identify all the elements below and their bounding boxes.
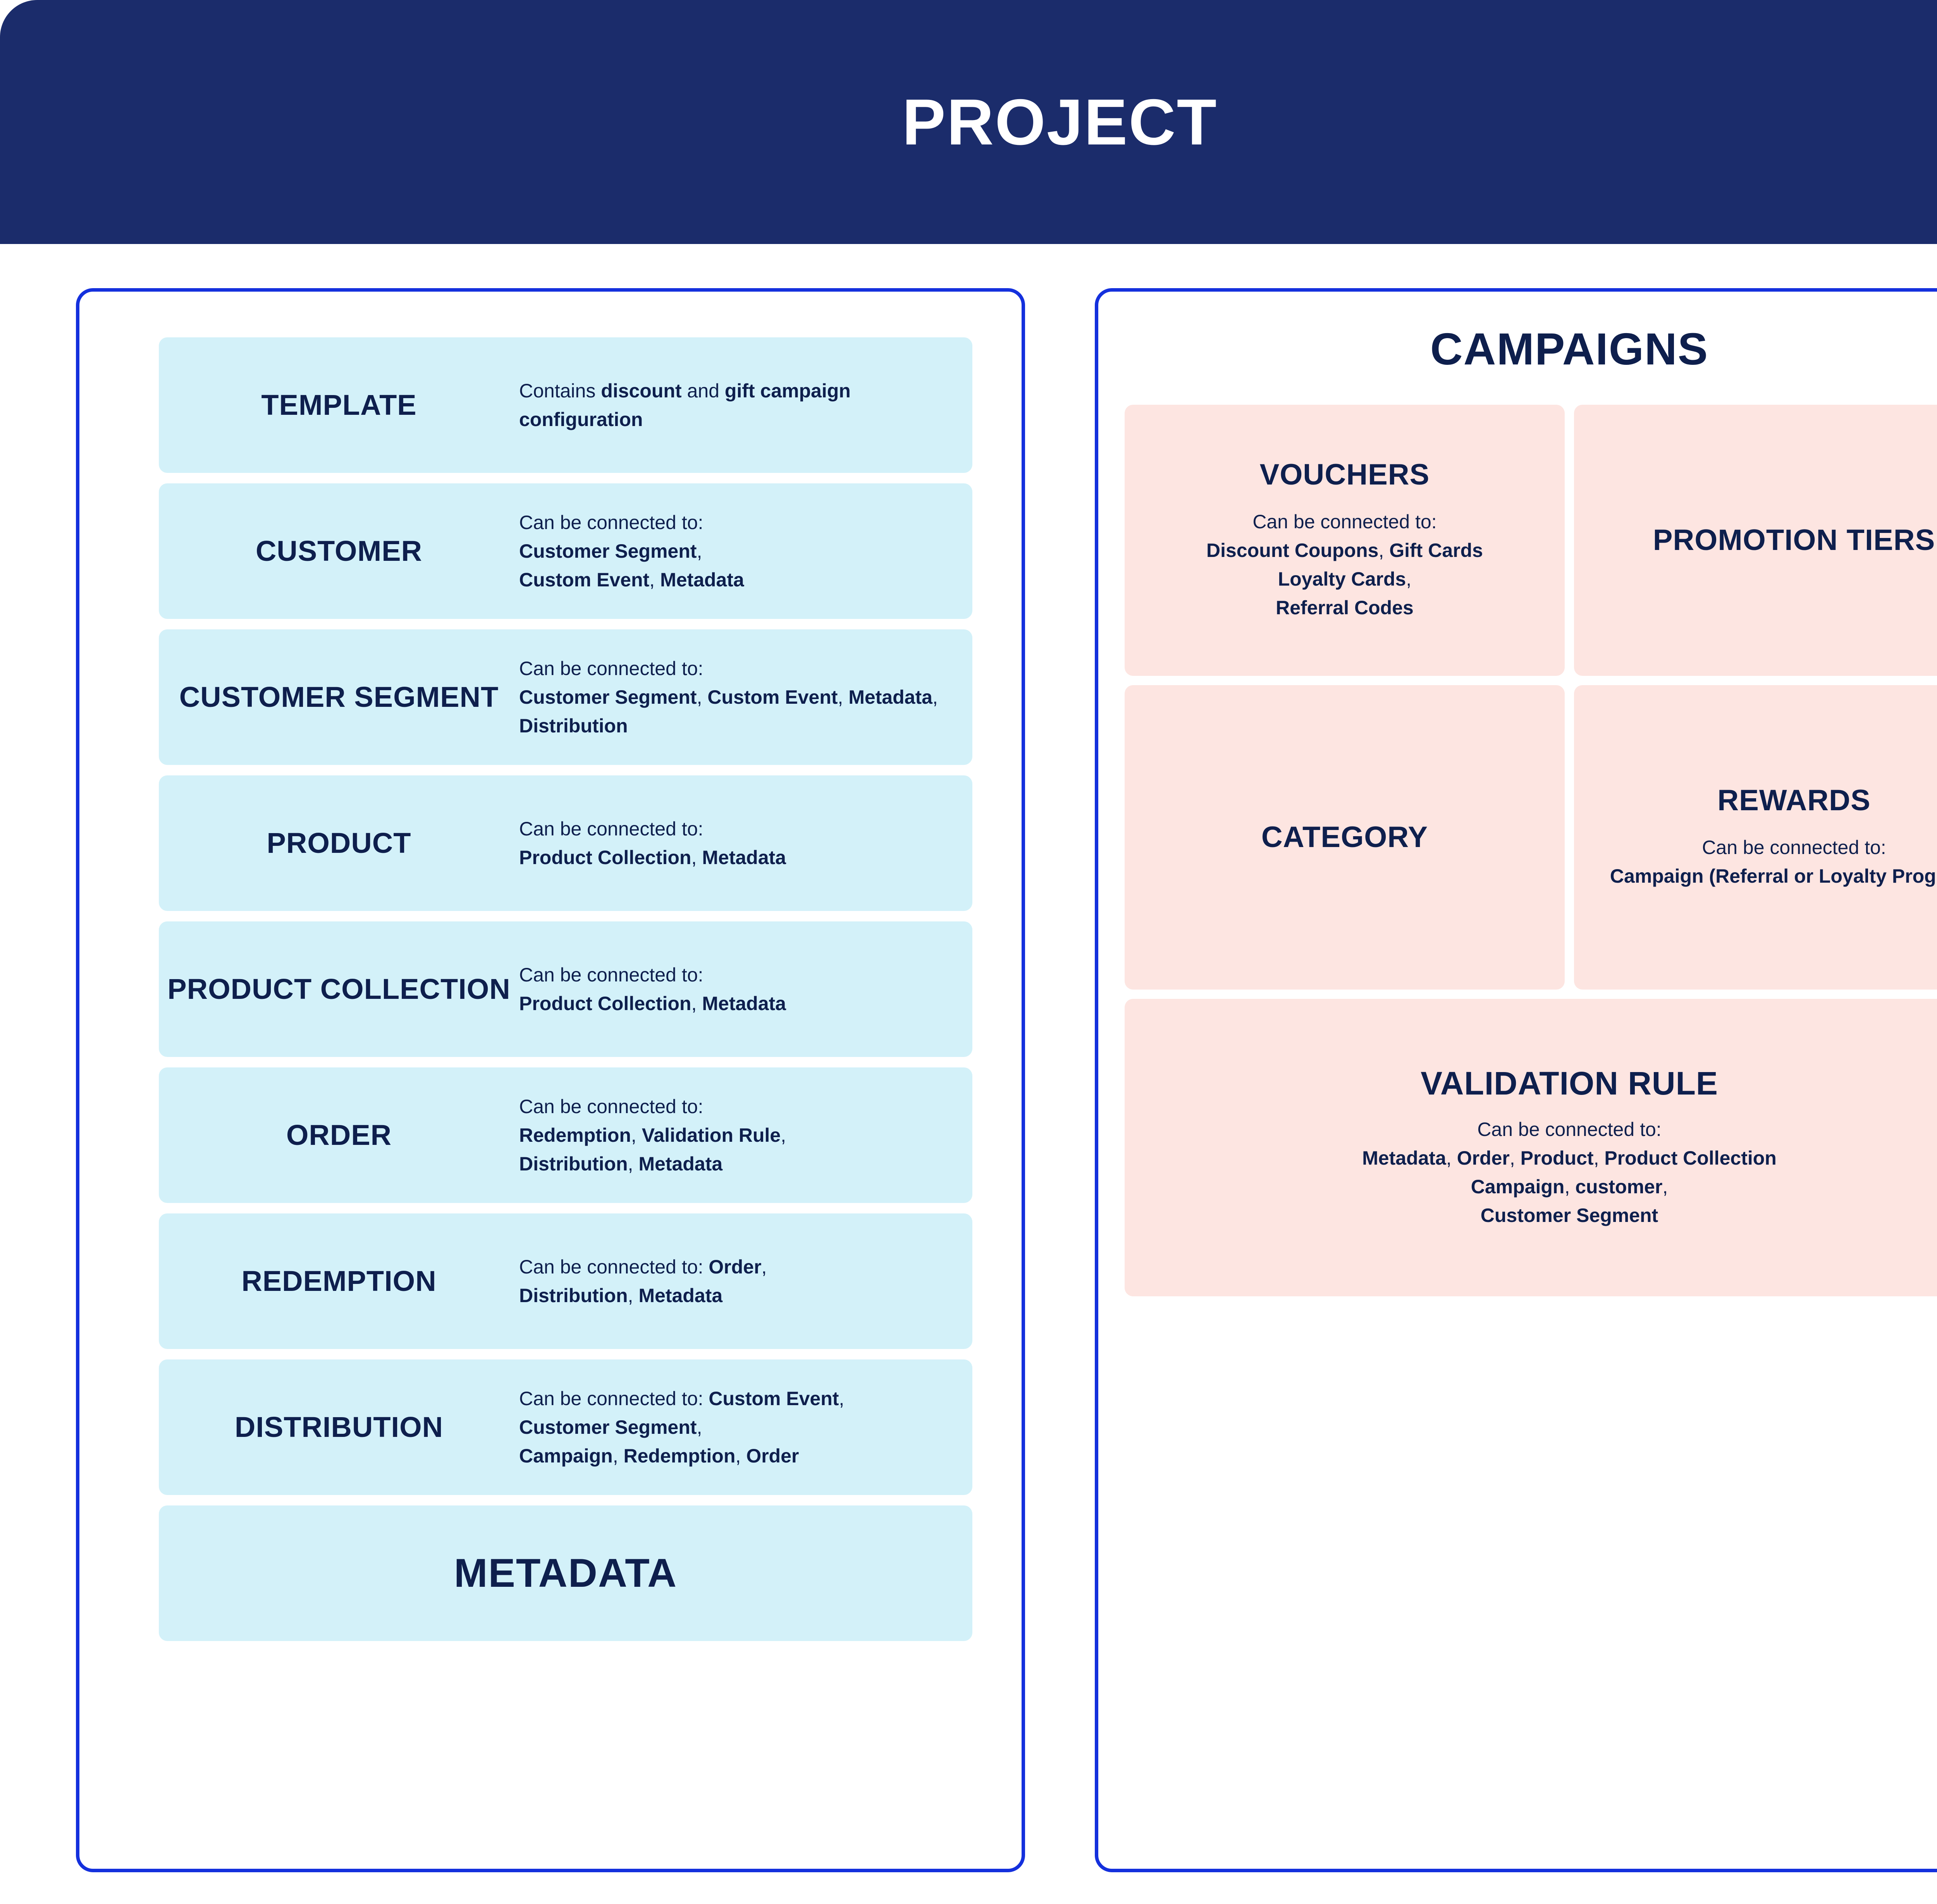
- campaign-card-vouchers[interactable]: VOUCHERS Can be connected to: Discount C…: [1125, 405, 1565, 676]
- entity-title-metadata: METADATA: [454, 1550, 678, 1596]
- desc-conn-order-3: Metadata: [638, 1153, 723, 1175]
- desc-conn-dist-3: Redemption: [623, 1445, 736, 1467]
- campaigns-inner: CAMPAIGNS VOUCHERS Can be connected to: …: [1098, 292, 1937, 1869]
- desc-conn-vr-0: Metadata: [1362, 1147, 1446, 1169]
- campaign-card-category[interactable]: CATEGORY: [1125, 685, 1565, 990]
- campaigns-grid: VOUCHERS Can be connected to: Discount C…: [1125, 405, 1937, 1296]
- campaign-desc-validation-rule: Can be connected to: Metadata, Order, Pr…: [1362, 1119, 1777, 1227]
- entity-desc-product: Can be connected to: Product Collection,…: [519, 818, 786, 868]
- entity-desc-redemption: Can be connected to: Order, Distribution…: [519, 1256, 767, 1306]
- desc-conn-vouchers-3: Referral Codes: [1276, 596, 1414, 619]
- desc-conn-dist-2: Campaign: [519, 1445, 613, 1467]
- desc-intro-redemption: Can be connected to:: [519, 1256, 704, 1278]
- desc-conn-pc-1: Metadata: [702, 993, 786, 1014]
- campaign-title-vouchers: VOUCHERS: [1259, 458, 1430, 491]
- desc-conn-customer-2: Metadata: [660, 569, 744, 591]
- desc-conn-vouchers-0: Discount Coupons: [1206, 539, 1379, 561]
- desc-term-gift-campaign: gift campaign configuration: [519, 380, 851, 430]
- entity-title-product: PRODUCT: [267, 827, 411, 859]
- project-panel: TEMPLATE Contains discount and gift camp…: [76, 288, 1025, 1872]
- campaign-title-rewards: REWARDS: [1717, 784, 1871, 817]
- desc-conn-customer-1: Custom Event: [519, 569, 650, 591]
- desc-conn-order-0: Redemption: [519, 1124, 631, 1146]
- desc-conn-order-1: Validation Rule: [642, 1124, 781, 1146]
- desc-conn-red-1: Distribution: [519, 1285, 628, 1306]
- desc-conn-cs-0: Customer Segment: [519, 686, 697, 708]
- entity-title-redemption: REDEMPTION: [241, 1265, 437, 1297]
- campaign-title-promotion-tiers: PROMOTION TIERS: [1653, 524, 1935, 557]
- desc-conn-dist-1: Customer Segment: [519, 1416, 697, 1438]
- entity-title-customer-segment: CUSTOMER SEGMENT: [179, 680, 499, 713]
- desc-conn-vouchers-1: Gift Cards: [1389, 539, 1483, 561]
- desc-conn-red-2: Metadata: [638, 1285, 723, 1306]
- desc-conn-product-1: Metadata: [702, 847, 786, 868]
- desc-conn-vr-1: Order: [1457, 1147, 1510, 1169]
- entity-desc-product-collection: Can be connected to: Product Collection,…: [519, 964, 786, 1014]
- desc-conn-vr-2: Product: [1520, 1147, 1594, 1169]
- desc-conn-dist-4: Order: [746, 1445, 799, 1467]
- entity-card-metadata[interactable]: METADATA: [159, 1505, 972, 1641]
- desc-conn-customer-0: Customer Segment: [519, 540, 697, 562]
- entity-desc-customer-segment: Can be connected to: Customer Segment, C…: [519, 658, 938, 737]
- entity-card-product-collection[interactable]: PRODUCT COLLECTION Can be connected to: …: [159, 921, 972, 1057]
- campaigns-panel: CAMPAIGNS VOUCHERS Can be connected to: …: [1095, 288, 1937, 1872]
- desc-conn-vr-5: customer: [1575, 1176, 1663, 1198]
- desc-conn-dist-0: Custom Event: [709, 1388, 839, 1409]
- desc-intro-distribution: Can be connected to:: [519, 1388, 704, 1409]
- campaign-card-rewards[interactable]: REWARDS Can be connected to: Campaign (R…: [1574, 685, 1937, 990]
- desc-conn-rewards-0: Campaign (Referral or Loyalty Program): [1610, 865, 1937, 887]
- entity-desc-order: Can be connected to: Redemption, Validat…: [519, 1096, 786, 1175]
- campaign-card-promotion-tiers[interactable]: PROMOTION TIERS: [1574, 405, 1937, 676]
- desc-conn-cs-2: Metadata: [848, 686, 932, 708]
- desc-conn-red-0: Order: [709, 1256, 762, 1278]
- entity-card-distribution[interactable]: DISTRIBUTION Can be connected to: Custom…: [159, 1359, 972, 1495]
- desc-intro-customer-segment: Can be connected to:: [519, 658, 704, 679]
- entity-desc-customer: Can be connected to: Customer Segment, C…: [519, 512, 744, 591]
- entity-title-template: TEMPLATE: [261, 388, 417, 421]
- desc-intro-product: Can be connected to:: [519, 818, 704, 840]
- page-title: PROJECT: [902, 86, 1218, 158]
- entity-desc-distribution: Can be connected to: Custom Event, Custo…: [519, 1388, 845, 1467]
- desc-conn-product-0: Product Collection: [519, 847, 692, 868]
- desc-conn-vr-3: Product Collection: [1604, 1147, 1777, 1169]
- entity-title-customer: CUSTOMER: [255, 534, 423, 567]
- entity-card-redemption[interactable]: REDEMPTION Can be connected to: Order, D…: [159, 1213, 972, 1349]
- entity-card-template[interactable]: TEMPLATE Contains discount and gift camp…: [159, 337, 972, 473]
- page-header: PROJECT: [0, 0, 1937, 244]
- campaign-title-category: CATEGORY: [1261, 821, 1428, 854]
- entity-card-customer[interactable]: CUSTOMER Can be connected to: Customer S…: [159, 483, 972, 619]
- entity-card-product[interactable]: PRODUCT Can be connected to: Product Col…: [159, 775, 972, 911]
- desc-conn-vr-6: Customer Segment: [1480, 1205, 1658, 1227]
- entity-card-order[interactable]: ORDER Can be connected to: Redemption, V…: [159, 1067, 972, 1203]
- entity-title-order: ORDER: [286, 1119, 392, 1151]
- desc-intro-validation-rule: Can be connected to:: [1477, 1119, 1662, 1141]
- campaign-desc-rewards: Can be connected to: Campaign (Referral …: [1610, 833, 1937, 890]
- campaign-title-validation-rule: VALIDATION RULE: [1421, 1065, 1718, 1102]
- desc-conn-vr-4: Campaign: [1471, 1176, 1565, 1198]
- desc-conjunction: and: [681, 380, 725, 402]
- desc-intro-vouchers: Can be connected to:: [1252, 510, 1437, 533]
- desc-conn-order-2: Distribution: [519, 1153, 628, 1175]
- desc-conn-pc-0: Product Collection: [519, 993, 692, 1014]
- campaign-desc-vouchers: Can be connected to: Discount Coupons, G…: [1206, 510, 1483, 619]
- desc-conn-vouchers-2: Loyalty Cards: [1278, 568, 1406, 590]
- project-card-stack: TEMPLATE Contains discount and gift camp…: [159, 337, 972, 1641]
- entity-title-distribution: DISTRIBUTION: [234, 1411, 444, 1443]
- desc-intro-order: Can be connected to:: [519, 1096, 704, 1117]
- entity-card-customer-segment[interactable]: CUSTOMER SEGMENT Can be connected to: Cu…: [159, 629, 972, 765]
- desc-intro-rewards: Can be connected to:: [1702, 836, 1886, 858]
- desc-intro-template: Contains: [519, 380, 601, 402]
- desc-intro-product-collection: Can be connected to:: [519, 964, 704, 986]
- desc-intro-customer: Can be connected to:: [519, 512, 704, 533]
- desc-conn-cs-1: Custom Event: [707, 686, 838, 708]
- desc-term-discount: discount: [601, 380, 682, 402]
- desc-conn-cs-3: Distribution: [519, 715, 628, 737]
- entity-title-product-collection: PRODUCT COLLECTION: [167, 973, 511, 1005]
- campaign-card-validation-rule[interactable]: VALIDATION RULE Can be connected to: Met…: [1125, 999, 1937, 1296]
- campaigns-title: CAMPAIGNS: [1430, 324, 1709, 374]
- entity-desc-template: Contains discount and gift campaign conf…: [519, 376, 958, 434]
